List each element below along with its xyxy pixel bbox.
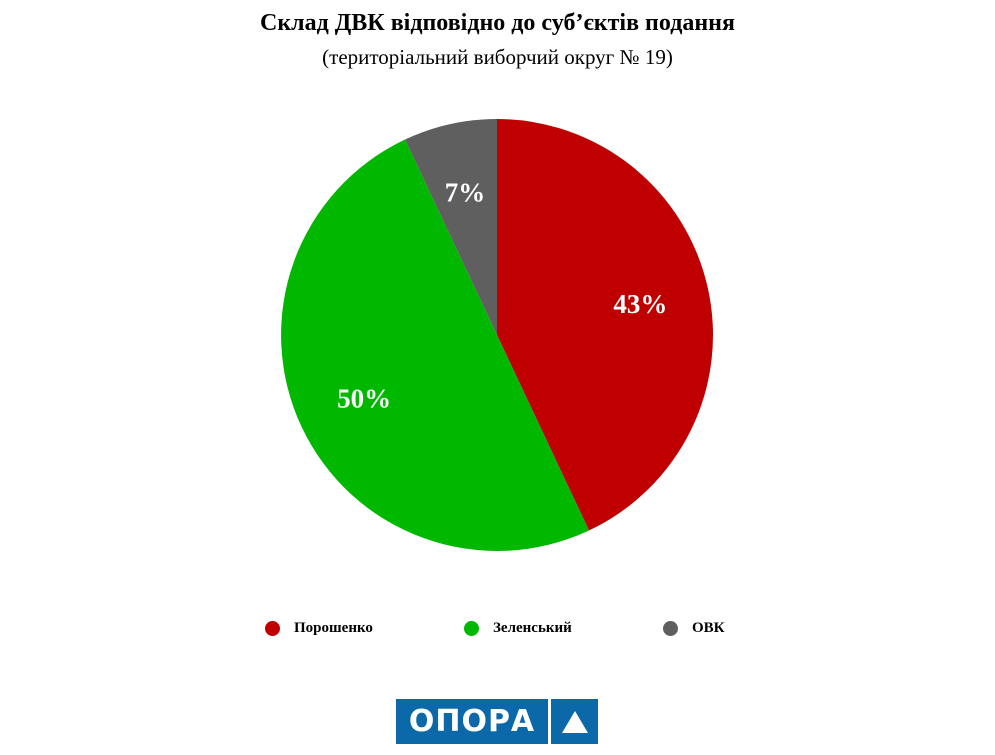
legend-swatch	[663, 621, 678, 636]
triangle-icon	[551, 699, 598, 744]
legend-swatch	[265, 621, 280, 636]
chart-title: Склад ДВК відповідно до суб’єктів поданн…	[260, 10, 735, 36]
data-label: 43%	[613, 289, 667, 319]
legend-item-ovk: ОВК	[663, 620, 725, 637]
legend-item-zelenskyi: Зеленський	[464, 620, 572, 637]
slice-zelenskyi	[281, 139, 589, 551]
logo-text: ОПОРА	[396, 699, 548, 744]
legend: Порошенко Зеленський ОВК	[0, 620, 995, 644]
data-label: 7%	[445, 178, 486, 208]
slice-poroshenko	[497, 119, 713, 531]
legend-item-poroshenko: Порошенко	[265, 620, 373, 637]
legend-label: ОВК	[692, 620, 725, 636]
legend-swatch	[464, 621, 479, 636]
pie-chart: 43% 50% 7%	[281, 119, 713, 551]
chart-subtitle: (територіальний виборчий округ № 19)	[322, 45, 673, 69]
data-label: 50%	[337, 384, 391, 414]
legend-label: Порошенко	[294, 620, 373, 636]
legend-label: Зеленський	[493, 620, 572, 636]
slice-ovk	[405, 119, 497, 335]
opora-logo: ОПОРА	[396, 699, 598, 744]
